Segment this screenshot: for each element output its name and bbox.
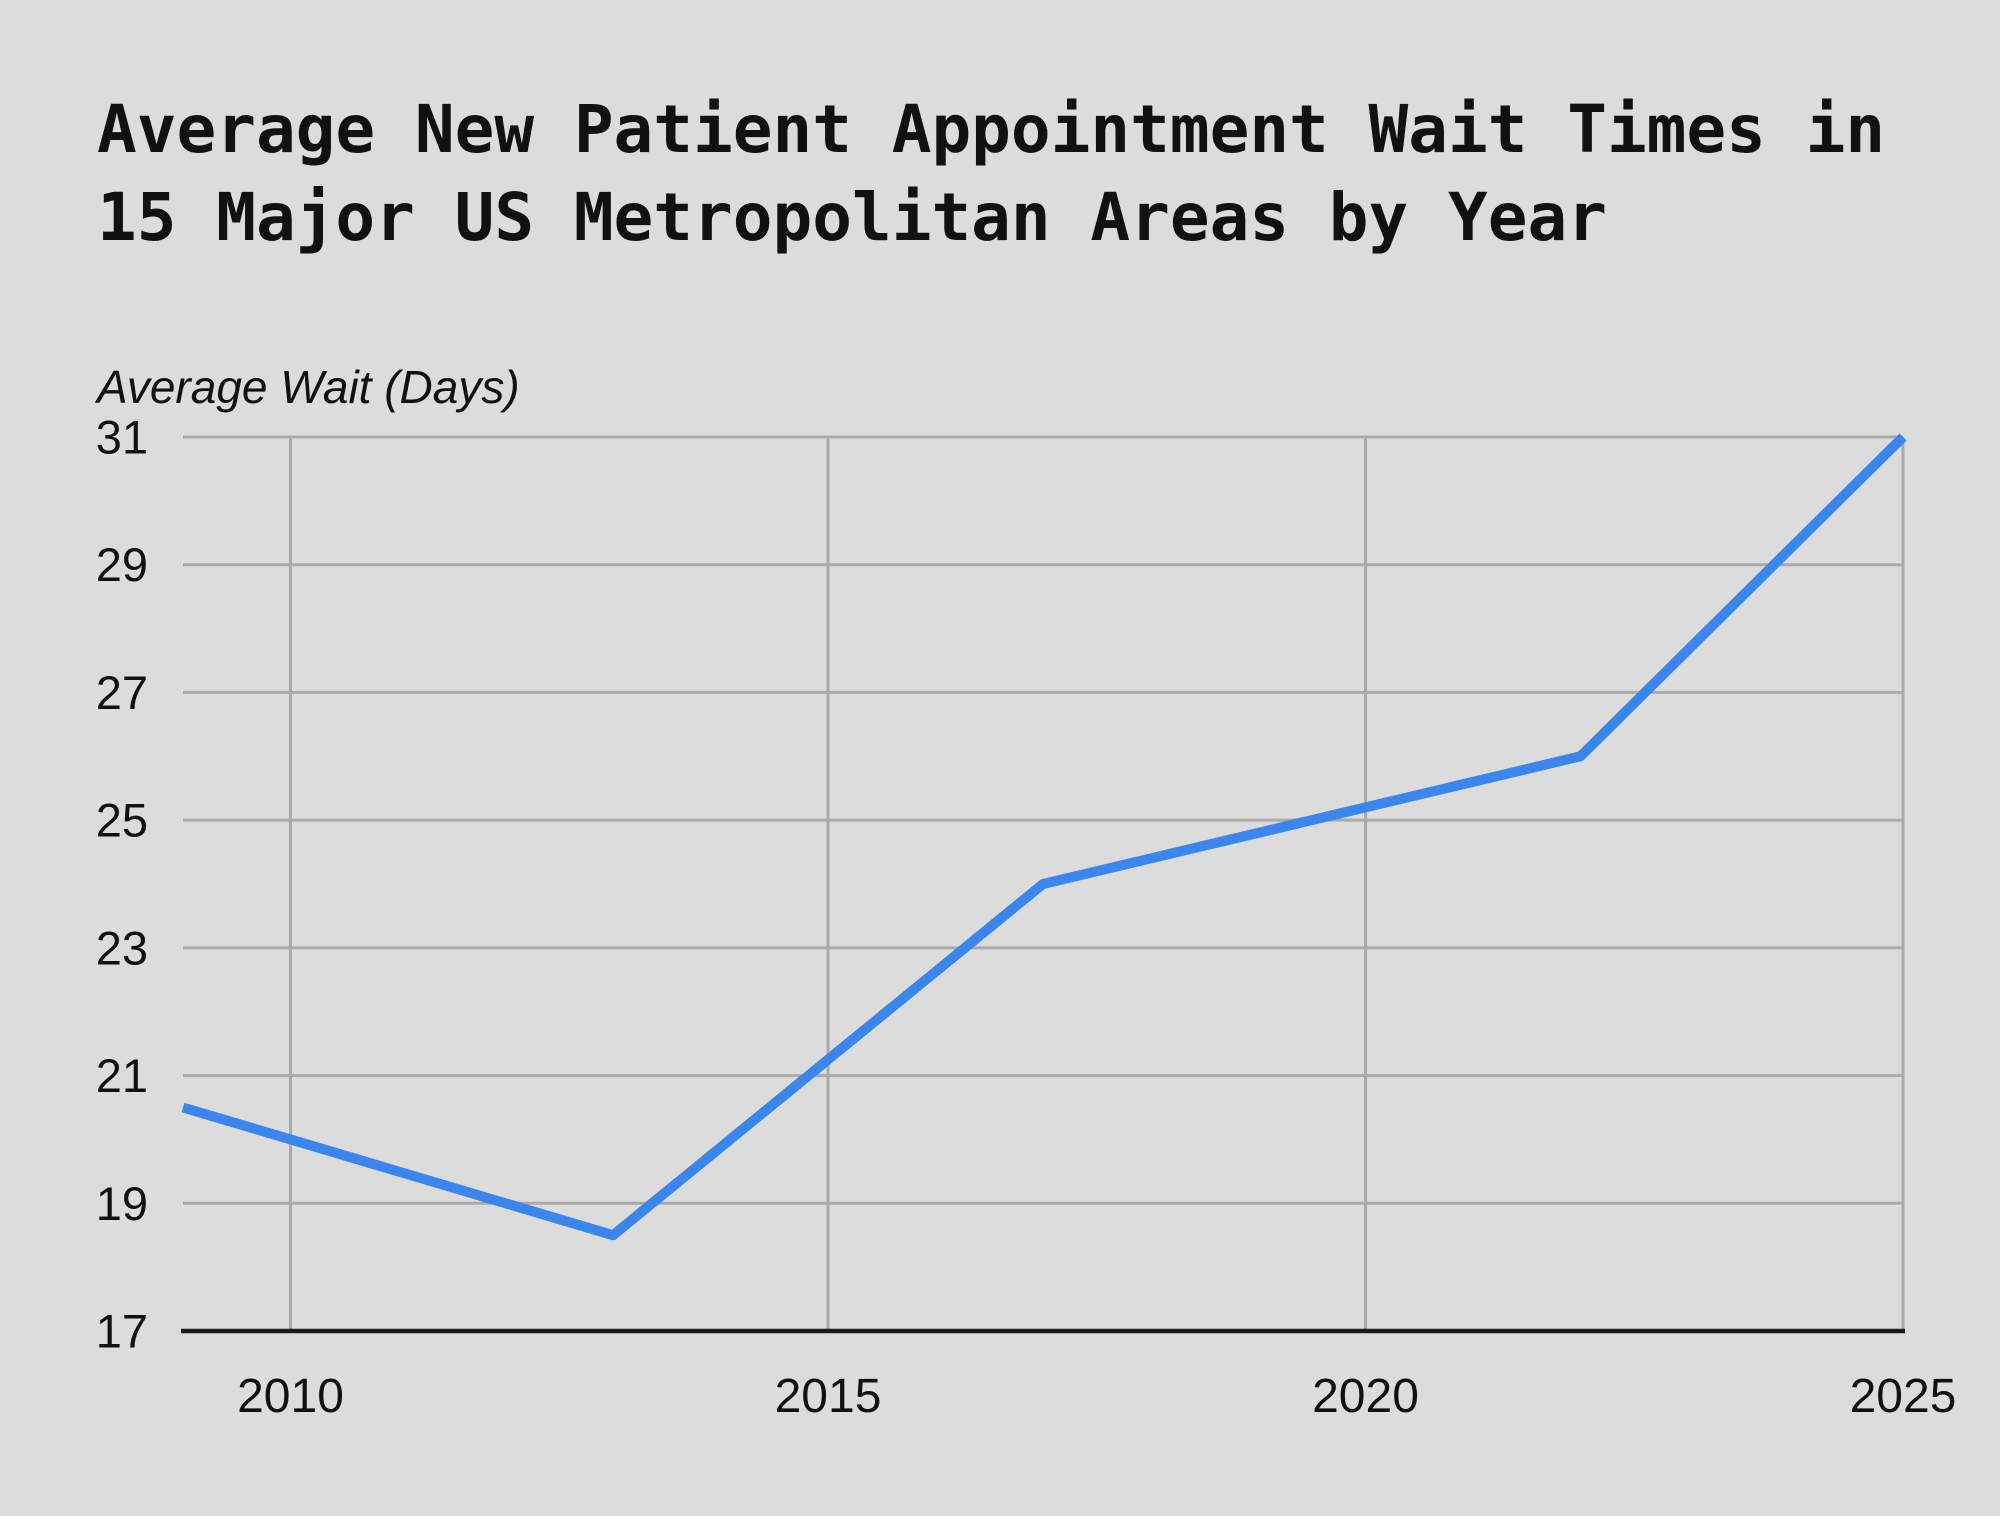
y-axis-label: Average Wait (Days) xyxy=(97,361,520,413)
x-tick-label: 2015 xyxy=(775,1370,882,1423)
x-tick-label: 2025 xyxy=(1850,1370,1957,1423)
y-tick-label: 17 xyxy=(96,1305,148,1358)
data-line xyxy=(181,433,1907,1241)
chart-title-line-2: 15 Major US Metropolitan Areas by Year xyxy=(97,179,1607,256)
x-tick-label: 2020 xyxy=(1312,1370,1419,1423)
chart-title: Average New Patient Appointment Wait Tim… xyxy=(97,86,1885,262)
y-tick-label: 25 xyxy=(96,794,148,847)
y-tick-label: 31 xyxy=(96,411,148,464)
y-tick-label: 23 xyxy=(96,921,148,974)
chart-title-line-1: Average New Patient Appointment Wait Tim… xyxy=(97,91,1886,168)
x-tick-label: 2010 xyxy=(237,1370,344,1423)
y-tick-label: 27 xyxy=(96,666,148,719)
y-tick-label: 19 xyxy=(96,1177,148,1230)
y-tick-label: 21 xyxy=(96,1049,148,1102)
y-tick-label: 29 xyxy=(96,538,148,591)
